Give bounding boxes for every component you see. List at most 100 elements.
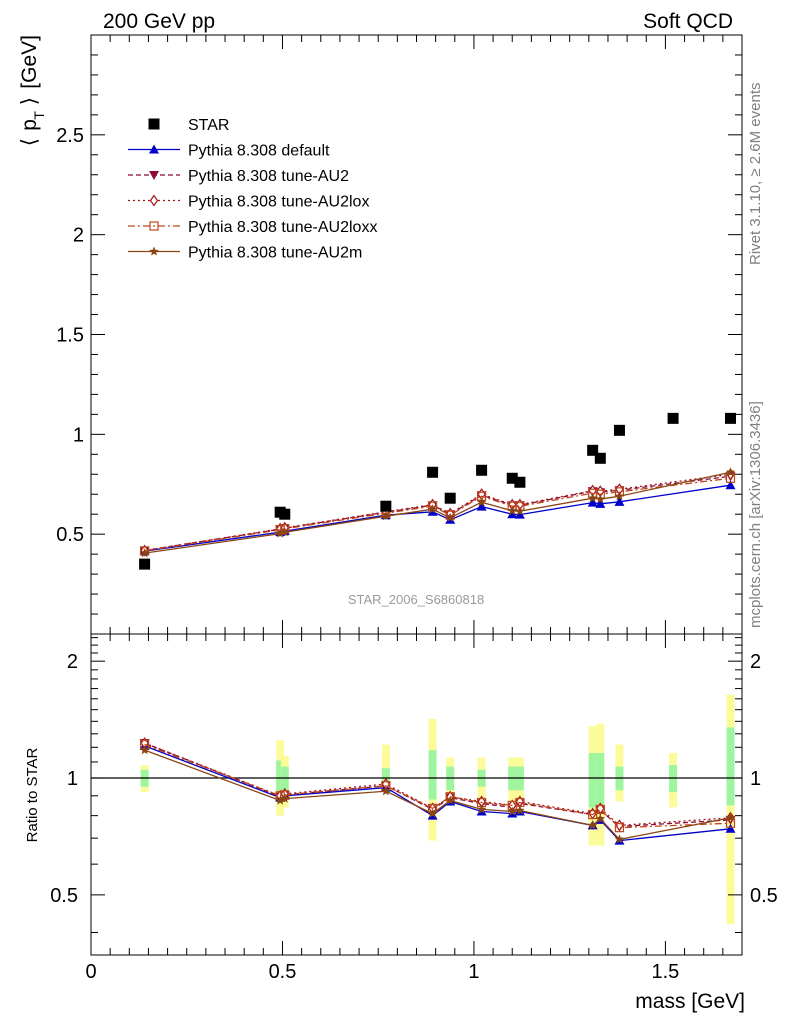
marker-square bbox=[380, 500, 392, 512]
y-tick-label: 1.5 bbox=[56, 325, 84, 347]
marker-star bbox=[614, 834, 625, 844]
marker-square bbox=[594, 452, 606, 464]
marker-square bbox=[587, 444, 599, 456]
marker-square bbox=[148, 118, 160, 130]
marker-square bbox=[514, 476, 526, 488]
marker-star bbox=[725, 812, 736, 822]
main-panel-series bbox=[139, 412, 737, 570]
marker-star bbox=[515, 805, 525, 815]
x-tick-label: 0 bbox=[85, 961, 96, 983]
marker-square-open bbox=[149, 221, 159, 231]
marker-square bbox=[506, 472, 518, 484]
marker-triangle-up bbox=[614, 496, 625, 506]
marker-square bbox=[139, 558, 151, 570]
marker-star bbox=[427, 504, 438, 514]
marker-star bbox=[507, 806, 517, 816]
marker-triangle-up bbox=[725, 480, 736, 490]
band-inner bbox=[726, 727, 735, 806]
y-tick-label: 2 bbox=[73, 225, 84, 247]
ratio-uncertainty-bands bbox=[91, 694, 742, 925]
main-panel-ticks: 0.5 1 1.5 2 2.5 bbox=[56, 34, 743, 634]
x-tick-label: 1 bbox=[468, 961, 479, 983]
band-inner bbox=[588, 753, 597, 808]
marker-square bbox=[667, 412, 679, 424]
x-tick-label: 0.5 bbox=[269, 961, 297, 983]
legend-label: Pythia 8.308 tune-AU2 bbox=[188, 168, 349, 185]
marker-triangle-up bbox=[514, 509, 525, 519]
marker-star bbox=[515, 506, 525, 516]
ratio-series-line bbox=[144, 742, 731, 827]
series-line bbox=[144, 484, 731, 552]
header-left: 200 GeV pp bbox=[103, 10, 215, 33]
marker-square-open bbox=[595, 804, 605, 815]
marker-star bbox=[427, 808, 438, 818]
ratio-y-tick-label-right: 0.5 bbox=[750, 885, 778, 907]
legend-label: STAR bbox=[188, 117, 229, 134]
svg-text:⟩: ⟩ bbox=[18, 97, 41, 105]
marker-square bbox=[725, 412, 737, 424]
mcplots-label: mcplots.cern.ch [arXiv:1306.3436] bbox=[747, 401, 764, 628]
main-y-axis-label: [GeV] ⟩ p T ⟨ bbox=[18, 35, 47, 146]
marker-square bbox=[444, 492, 456, 504]
svg-text:⟨: ⟨ bbox=[18, 138, 41, 146]
band-inner bbox=[381, 768, 390, 785]
marker-star bbox=[381, 511, 391, 521]
marker-triangle-up bbox=[149, 144, 159, 154]
marker-triangle-up bbox=[587, 497, 598, 507]
marker-square bbox=[427, 466, 439, 478]
rivet-label: Rivet 3.1.10, ≥ 2.6M events bbox=[747, 83, 764, 266]
marker-triangle-up bbox=[507, 509, 518, 519]
ratio-series-line bbox=[144, 742, 731, 828]
band-inner bbox=[596, 753, 605, 808]
marker-star bbox=[476, 497, 487, 507]
legend-label: Pythia 8.308 tune-AU2m bbox=[188, 245, 362, 262]
marker-star bbox=[280, 527, 290, 537]
legend: STAR Pythia 8.308 default Pythia 8.308 tun… bbox=[128, 117, 377, 262]
header-right: Soft QCD bbox=[643, 10, 733, 33]
marker-star bbox=[614, 491, 625, 501]
ratio-panel-ticks: 0 0.5 1 1.5 0.5 0.5 1 1 2 2 bbox=[50, 634, 778, 983]
ratio-series-line bbox=[144, 749, 731, 841]
marker-star bbox=[139, 745, 150, 755]
y-tick-label: 2.5 bbox=[56, 125, 84, 147]
legend-label: Pythia 8.308 tune-AU2lox bbox=[188, 194, 369, 211]
marker-star bbox=[280, 793, 290, 803]
legend-label: Pythia 8.308 tune-AU2loxx bbox=[188, 219, 377, 236]
marker-triangle-up bbox=[595, 498, 606, 508]
marker-diamond bbox=[149, 194, 159, 207]
marker-star bbox=[595, 813, 606, 823]
band-inner bbox=[428, 750, 437, 800]
marker-triangle-down bbox=[149, 171, 159, 180]
ratio-y-tick-label-right: 2 bbox=[750, 651, 761, 673]
marker-star bbox=[445, 795, 455, 805]
marker-star bbox=[507, 505, 517, 515]
marker-square-open bbox=[614, 823, 625, 833]
marker-square bbox=[279, 508, 291, 520]
marker-square bbox=[613, 424, 625, 436]
svg-text:T: T bbox=[31, 111, 47, 120]
svg-text:p: p bbox=[18, 119, 41, 131]
marker-star bbox=[381, 786, 391, 796]
marker-star bbox=[139, 548, 150, 558]
marker-triangle-up bbox=[476, 501, 487, 511]
x-axis-label: mass [GeV] bbox=[635, 990, 745, 1013]
ratio-y-tick-label: 1 bbox=[67, 768, 78, 790]
x-tick-label: 1.5 bbox=[652, 961, 680, 983]
marker-triangle-up bbox=[725, 823, 736, 833]
marker-star bbox=[275, 795, 285, 805]
marker-square bbox=[476, 464, 488, 476]
ratio-series-line bbox=[144, 743, 731, 829]
ratio-y-tick-label-right: 1 bbox=[750, 768, 761, 790]
band-outer bbox=[726, 694, 735, 925]
marker-star bbox=[445, 512, 455, 522]
marker-star bbox=[725, 467, 736, 477]
watermark: STAR_2006_S6860818 bbox=[348, 592, 484, 607]
svg-text:[GeV]: [GeV] bbox=[18, 35, 41, 89]
marker-star bbox=[149, 246, 159, 256]
band-inner bbox=[276, 760, 285, 794]
series-line bbox=[144, 471, 731, 554]
legend-label: Pythia 8.308 default bbox=[188, 143, 330, 160]
marker-star bbox=[587, 820, 598, 830]
ratio-frame bbox=[90, 633, 743, 956]
